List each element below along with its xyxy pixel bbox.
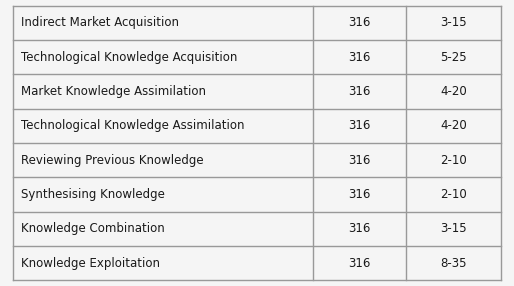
Text: Knowledge Exploitation: Knowledge Exploitation bbox=[21, 257, 159, 270]
Text: 316: 316 bbox=[348, 85, 371, 98]
Text: 316: 316 bbox=[348, 16, 371, 29]
Text: 316: 316 bbox=[348, 188, 371, 201]
Text: 5-25: 5-25 bbox=[440, 51, 467, 64]
Text: 2-10: 2-10 bbox=[440, 188, 467, 201]
Text: 316: 316 bbox=[348, 222, 371, 235]
Text: 4-20: 4-20 bbox=[440, 85, 467, 98]
Text: Technological Knowledge Acquisition: Technological Knowledge Acquisition bbox=[21, 51, 237, 64]
Text: 8-35: 8-35 bbox=[440, 257, 467, 270]
Text: Reviewing Previous Knowledge: Reviewing Previous Knowledge bbox=[21, 154, 203, 167]
Text: 316: 316 bbox=[348, 51, 371, 64]
Text: 3-15: 3-15 bbox=[440, 16, 467, 29]
Text: 316: 316 bbox=[348, 119, 371, 132]
Text: 4-20: 4-20 bbox=[440, 119, 467, 132]
Text: Synthesising Knowledge: Synthesising Knowledge bbox=[21, 188, 164, 201]
Text: Indirect Market Acquisition: Indirect Market Acquisition bbox=[21, 16, 178, 29]
Text: Knowledge Combination: Knowledge Combination bbox=[21, 222, 164, 235]
Text: 3-15: 3-15 bbox=[440, 222, 467, 235]
Text: 316: 316 bbox=[348, 154, 371, 167]
Text: 2-10: 2-10 bbox=[440, 154, 467, 167]
Text: 316: 316 bbox=[348, 257, 371, 270]
Text: Technological Knowledge Assimilation: Technological Knowledge Assimilation bbox=[21, 119, 244, 132]
Text: Market Knowledge Assimilation: Market Knowledge Assimilation bbox=[21, 85, 206, 98]
